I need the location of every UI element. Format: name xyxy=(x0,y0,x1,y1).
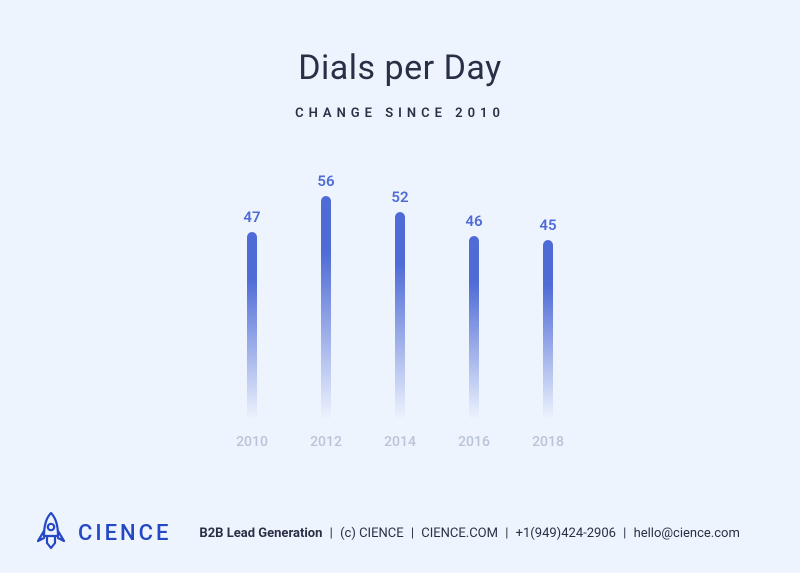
bar xyxy=(543,240,553,420)
bar-value-label: 56 xyxy=(317,172,334,190)
footer-sep: | xyxy=(505,526,508,541)
x-axis-label: 2018 xyxy=(511,434,585,450)
footer-phone: +1(949)424-2906 xyxy=(516,526,616,541)
bar-value-label: 52 xyxy=(391,188,408,206)
footer: CIENCE B2B Lead Generation | (c) CIENCE … xyxy=(0,493,800,573)
bar xyxy=(247,232,257,420)
page-subtitle: CHANGE SINCE 2010 xyxy=(0,106,800,121)
footer-tagline: B2B Lead Generation xyxy=(199,526,322,541)
bar-col: 45 xyxy=(511,216,585,420)
dials-chart: 47 56 52 46 45 20102012201420162018 xyxy=(215,170,585,450)
page-title: Dials per Day xyxy=(0,48,800,88)
logo: CIENCE xyxy=(34,510,171,556)
footer-sep: | xyxy=(623,526,626,541)
logo-text: CIENCE xyxy=(78,521,171,546)
title-block: Dials per Day CHANGE SINCE 2010 xyxy=(0,0,800,121)
bar-value-label: 45 xyxy=(539,216,556,234)
bar xyxy=(321,196,331,420)
bar-col: 47 xyxy=(215,208,289,420)
footer-website: CIENCE.COM xyxy=(421,526,498,541)
bar-col: 46 xyxy=(437,212,511,420)
x-axis-label: 2016 xyxy=(437,434,511,450)
rocket-icon xyxy=(34,510,68,556)
chart-bars: 4756524645 xyxy=(215,180,585,420)
chart-x-axis: 20102012201420162018 xyxy=(215,434,585,450)
footer-sep: | xyxy=(330,526,333,541)
footer-email: hello@cience.com xyxy=(634,526,740,541)
x-axis-label: 2012 xyxy=(289,434,363,450)
bar-col: 56 xyxy=(289,172,363,420)
x-axis-label: 2010 xyxy=(215,434,289,450)
x-axis-label: 2014 xyxy=(363,434,437,450)
bar xyxy=(395,212,405,420)
footer-sep: | xyxy=(411,526,414,541)
bar xyxy=(469,236,479,420)
footer-copyright: (c) CIENCE xyxy=(340,526,404,541)
bar-col: 52 xyxy=(363,188,437,420)
bar-value-label: 47 xyxy=(243,208,260,226)
bar-value-label: 46 xyxy=(465,212,482,230)
footer-text: B2B Lead Generation | (c) CIENCE | CIENC… xyxy=(199,526,739,541)
